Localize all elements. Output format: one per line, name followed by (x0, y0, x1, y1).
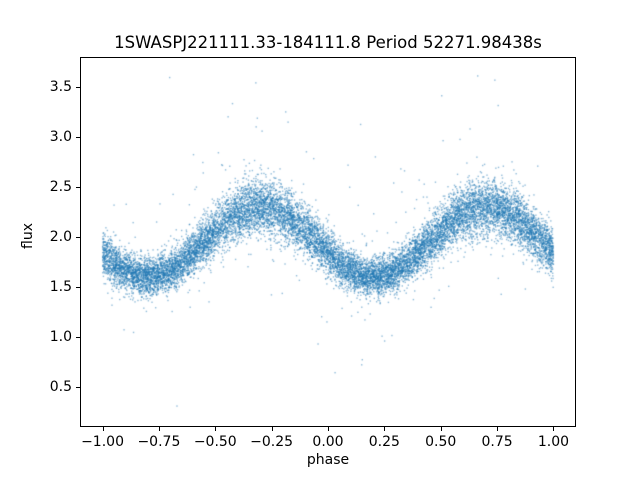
y-tick-label: 1.5 (49, 279, 72, 295)
x-tick-mark (271, 427, 273, 431)
x-tick-label: −0.50 (193, 434, 237, 450)
y-tick-mark (76, 337, 80, 338)
x-tick-mark (497, 427, 499, 431)
y-tick-mark (76, 87, 80, 88)
x-tick-mark (215, 427, 217, 431)
y-tick-label: 2.5 (49, 179, 72, 195)
y-tick-label: 0.5 (49, 379, 72, 395)
x-tick-mark (102, 427, 104, 431)
x-tick-label: −0.75 (137, 434, 181, 450)
y-tick-label: 3.5 (49, 79, 72, 95)
y-tick-label: 2.0 (49, 229, 72, 245)
y-tick-mark (76, 287, 80, 288)
y-tick-mark (76, 237, 80, 238)
y-tick-mark (76, 137, 80, 138)
x-axis-label: phase (306, 452, 350, 468)
x-tick-mark (440, 427, 442, 431)
y-tick-label: 1.0 (49, 329, 72, 345)
x-tick-label: 0.50 (425, 434, 457, 450)
x-tick-label: 0.00 (312, 434, 344, 450)
x-tick-label: 0.25 (368, 434, 400, 450)
x-tick-mark (328, 427, 329, 431)
x-tick-mark (384, 427, 386, 431)
x-tick-label: 0.75 (481, 434, 513, 450)
x-tick-label: 1.00 (537, 434, 570, 450)
x-tick-label: −0.25 (250, 434, 294, 450)
x-tick-mark (553, 427, 555, 431)
y-tick-mark (76, 187, 80, 188)
x-tick-label: −1.00 (81, 434, 124, 450)
chart-title: 1SWASPJ221111.33-184111.8 Period 52271.9… (114, 33, 542, 52)
x-tick-mark (158, 427, 160, 431)
y-tick-mark (76, 387, 80, 388)
y-tick-label: 3.0 (49, 129, 72, 145)
